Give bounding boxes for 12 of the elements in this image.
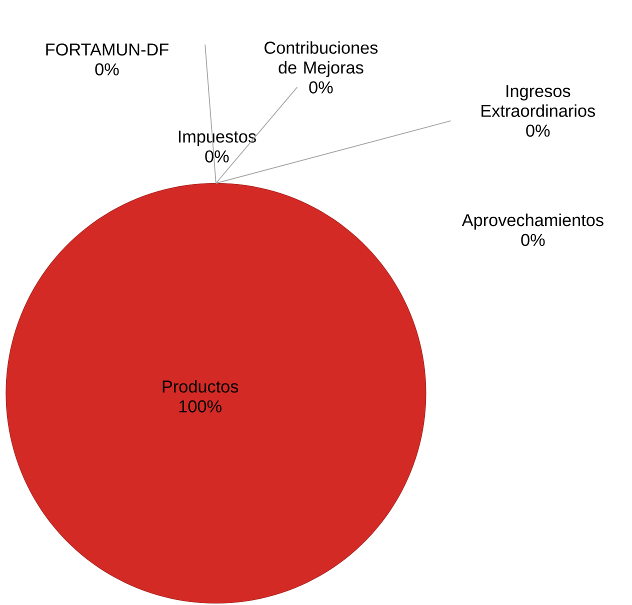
category-label: Contribuciones de Mejoras (264, 41, 378, 77)
category-label: FORTAMUN-DF (46, 43, 168, 56)
text: 0% (205, 150, 229, 162)
text: 0% (521, 234, 545, 246)
text: 0% (526, 124, 550, 137)
slice-label: Productos (162, 380, 238, 393)
text: 0% (95, 63, 119, 76)
text: 0% (309, 81, 333, 94)
category-label: Impuestos (178, 130, 256, 146)
category-label: Ingresos Extraordinarios (482, 85, 596, 117)
data-label: 100% (179, 400, 222, 412)
category-label: Aprovechamientos (462, 213, 604, 230)
